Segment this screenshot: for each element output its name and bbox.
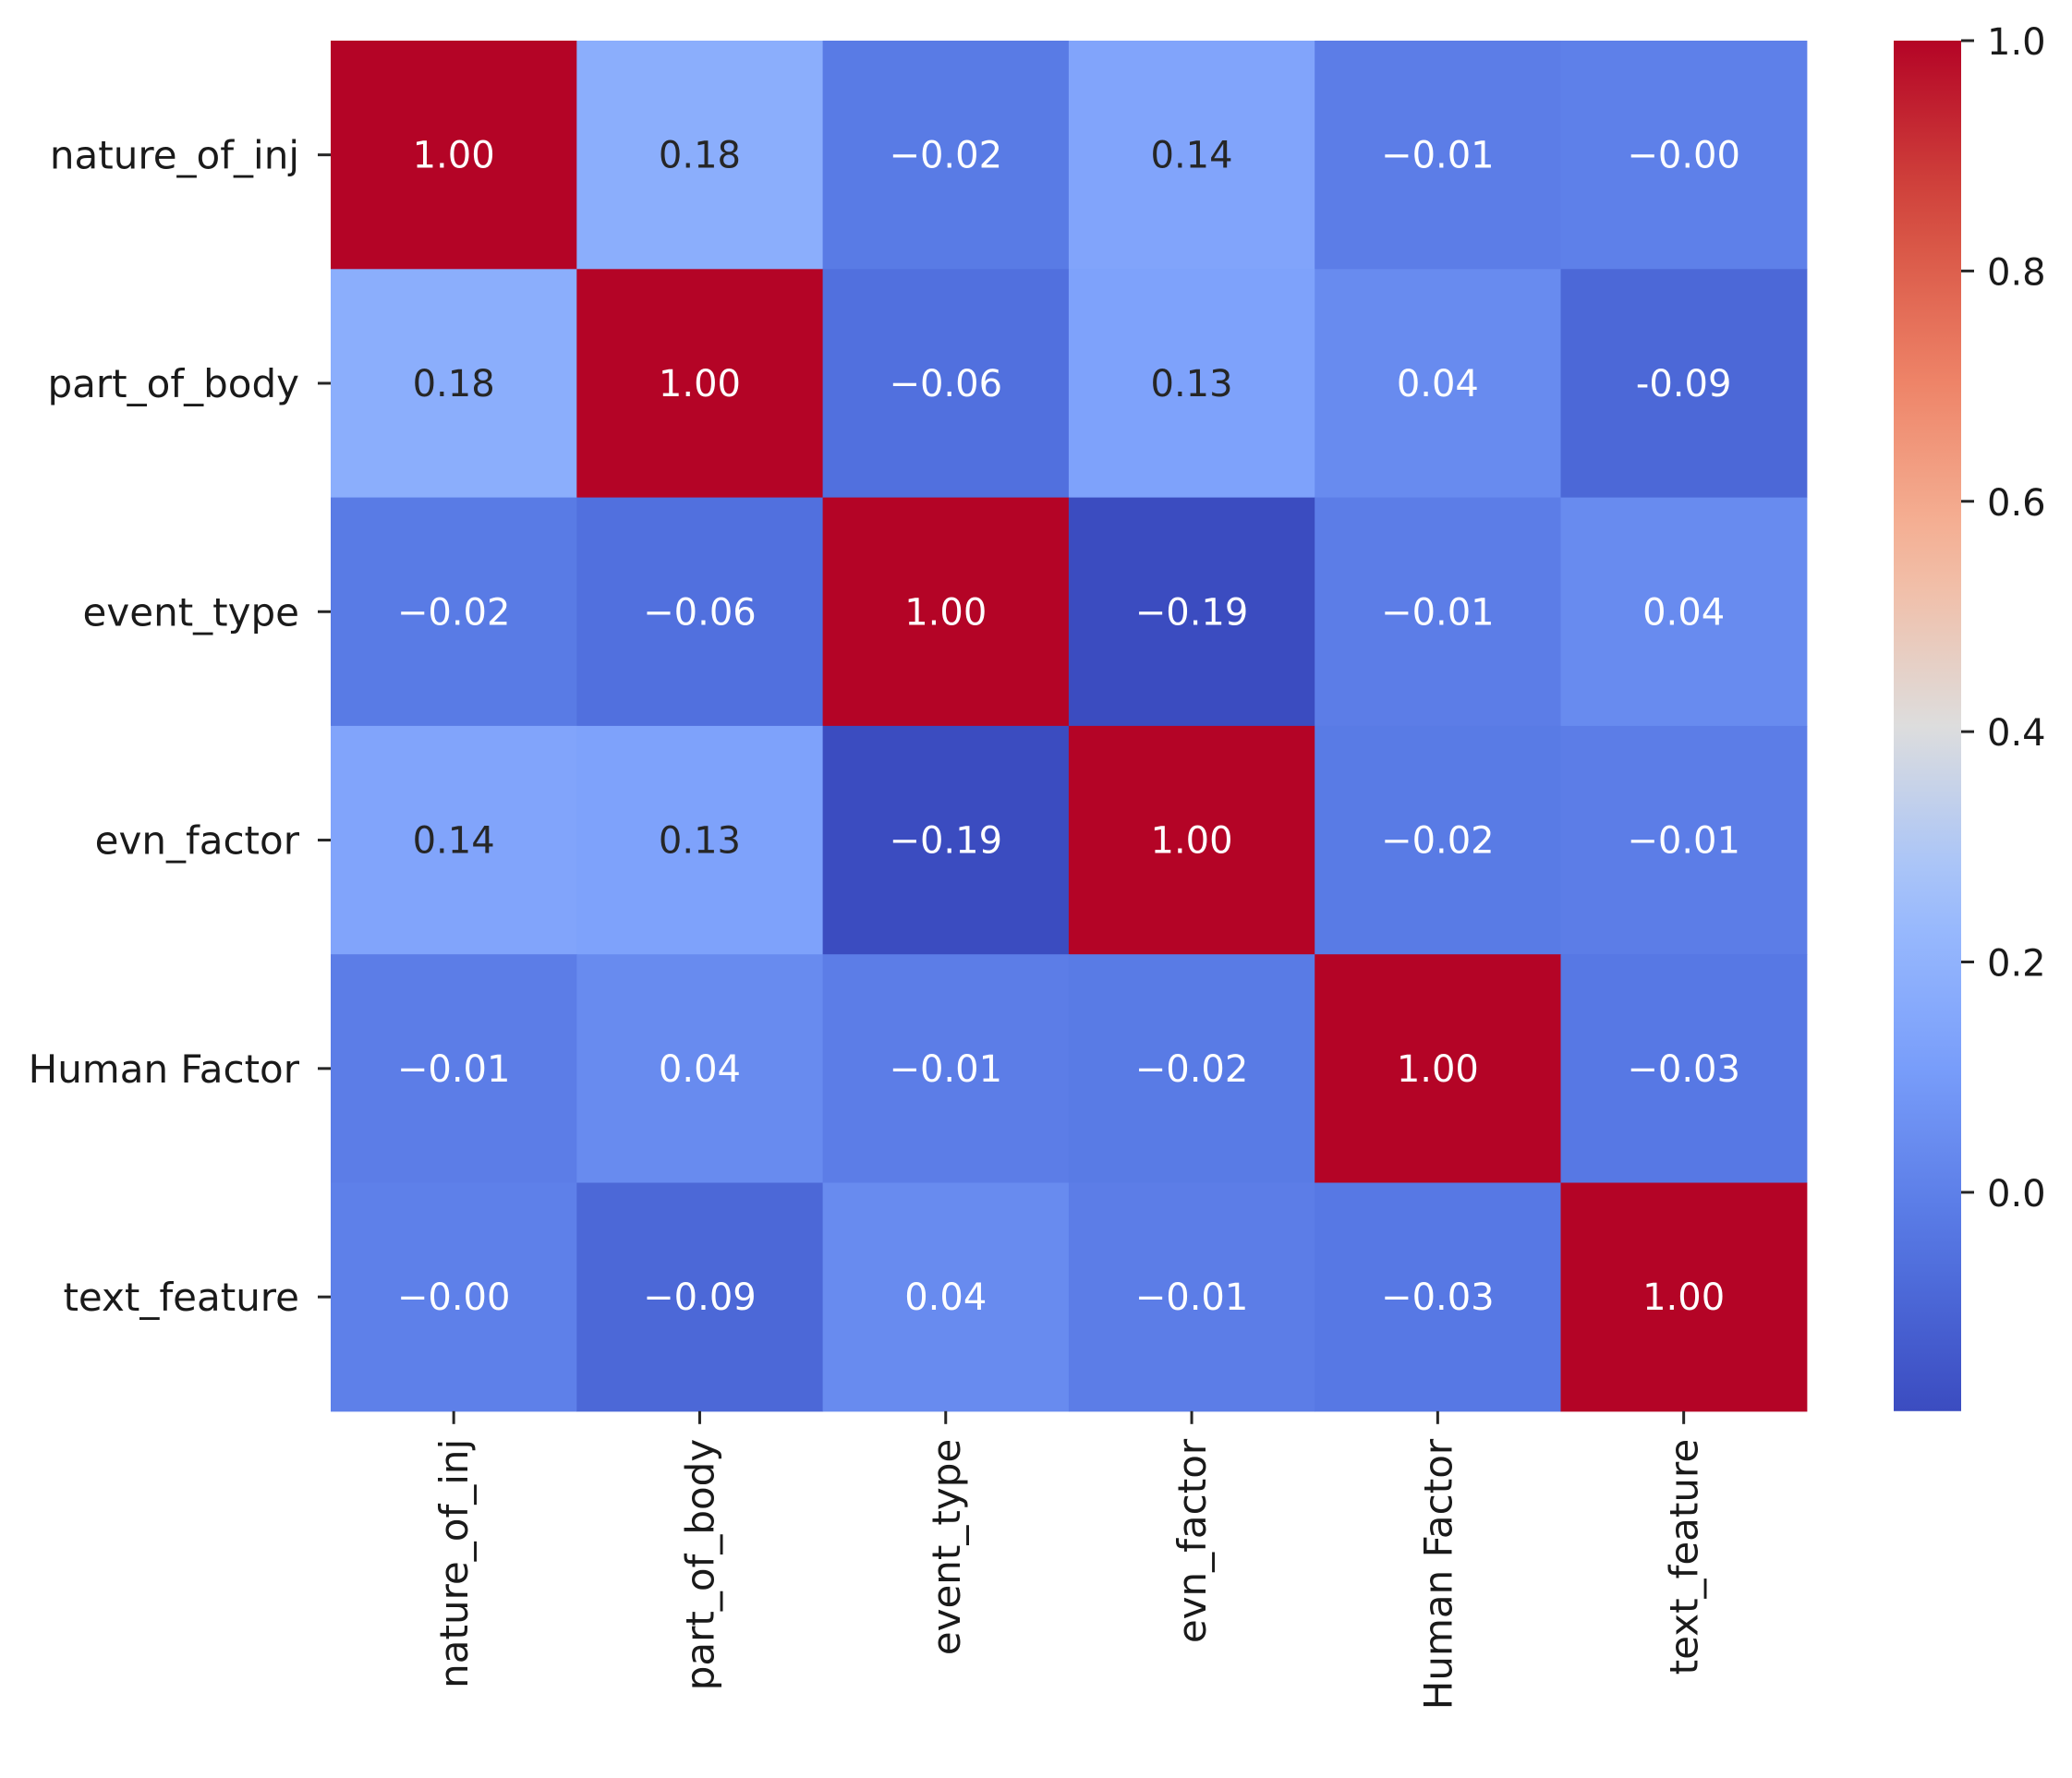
heatmap-cell-4-0 [331, 954, 577, 1184]
cell-value-label: −0.02 [889, 135, 1002, 177]
heatmap-cell-5-0 [331, 1182, 577, 1412]
heatmap-cell-2-1 [576, 497, 824, 727]
heatmap-cell-2-0 [331, 497, 577, 727]
y-tick-label: event_type [83, 589, 299, 635]
cell-value-label: −0.01 [1381, 591, 1495, 634]
heatmap-cell-0-3 [1068, 41, 1315, 270]
cell-value-label: −0.01 [1135, 1276, 1249, 1319]
colorbar-tick-label: 1.0 [1987, 21, 2046, 64]
heatmap-cell-4-5 [1560, 954, 1808, 1184]
cell-value-label: 0.18 [659, 135, 741, 177]
heatmap-cell-1-0 [331, 269, 577, 499]
heatmap-cell-5-5 [1560, 1182, 1808, 1412]
colorbar-tick-label: 0.6 [1987, 482, 2046, 525]
cell-value-label: −0.06 [643, 591, 757, 634]
heatmap-cell-3-1 [576, 725, 824, 955]
x-tick-label: event_type [924, 1439, 969, 1655]
colorbar: 0.0 0.2 0.4 0.6 0.8 1.0 [1894, 21, 2046, 1411]
heatmap-cell-2-5 [1560, 497, 1808, 727]
heatmap-cell-1-1 [576, 269, 824, 499]
cell-value-label: 0.14 [413, 820, 495, 863]
heatmap-cell-3-0 [331, 725, 577, 955]
heatmap-cell-3-5 [1560, 725, 1808, 955]
y-tick-label: evn_factor [95, 818, 300, 864]
x-tick-label: text_feature [1662, 1439, 1707, 1675]
heatmap-cell-0-2 [822, 41, 1070, 270]
cell-value-label: −0.19 [1135, 591, 1249, 634]
cell-value-label: 0.04 [1642, 591, 1725, 634]
cell-value-label: -0.09 [1636, 363, 1732, 405]
cell-value-label: −0.03 [1627, 1048, 1740, 1091]
heatmap-cell-1-2 [822, 269, 1070, 499]
heatmap-cell-1-4 [1315, 269, 1562, 499]
cell-value-label: 1.00 [1397, 1048, 1479, 1091]
cell-value-label: 1.00 [413, 135, 495, 177]
y-tick-label: part_of_body [48, 361, 300, 406]
x-axis: nature_of_inj part_of_body event_type evn_f… [431, 1410, 1707, 1710]
cell-value-label: −0.02 [397, 591, 511, 634]
cell-value-label: −0.00 [1627, 135, 1740, 177]
heatmap-cell-4-4 [1315, 954, 1562, 1184]
heatmap-cell-5-4 [1315, 1182, 1562, 1412]
cell-value-label: 1.00 [659, 363, 741, 405]
x-tick-label: Human Factor [1415, 1438, 1460, 1710]
heatmap-cell-5-1 [576, 1182, 824, 1412]
colorbar-tick-label: 0.2 [1987, 943, 2046, 986]
heatmap-cell-0-4 [1315, 41, 1562, 270]
heatmap-cell-3-3 [1068, 725, 1315, 955]
cell-value-label: 0.13 [659, 820, 741, 863]
cell-value-label: 0.18 [413, 363, 495, 405]
colorbar-gradient [1894, 41, 1961, 1411]
heatmap-cell-labels: 1.00 0.18 −0.02 0.14 −0.01 −0.00 0.18 1.00 −0.06… [397, 135, 1740, 1320]
cell-value-label: −0.01 [1381, 135, 1495, 177]
heatmap-cell-0-0 [331, 41, 577, 270]
cell-value-label: 0.04 [1397, 363, 1479, 405]
heatmap-cell-0-5 [1560, 41, 1808, 270]
heatmap-cell-2-3 [1068, 497, 1315, 727]
colorbar-tick-label: 0.4 [1987, 712, 2046, 755]
x-tick-label: part_of_body [677, 1439, 722, 1691]
cell-value-label: 0.13 [1151, 363, 1233, 405]
x-tick-label: nature_of_inj [431, 1439, 477, 1688]
heatmap-cell-1-3 [1068, 269, 1315, 499]
heatmap-cell-3-4 [1315, 725, 1562, 955]
heatmap-cell-2-2 [822, 497, 1070, 727]
cell-value-label: −0.01 [397, 1048, 511, 1091]
cell-value-label: −0.19 [889, 820, 1002, 863]
heatmap-cell-4-3 [1068, 954, 1315, 1184]
cell-value-label: −0.02 [1135, 1048, 1249, 1091]
cell-value-label: −0.03 [1381, 1276, 1495, 1319]
y-tick-label: Human Factor [29, 1046, 300, 1092]
cell-value-label: 0.04 [659, 1048, 741, 1091]
x-tick-label: evn_factor [1169, 1438, 1215, 1643]
heatmap-cell-4-1 [576, 954, 824, 1184]
heatmap-cell-1-5 [1560, 269, 1808, 499]
y-tick-label: nature_of_inj [50, 133, 299, 178]
heatmap-cell-3-2 [822, 725, 1070, 955]
heatmap-cell-5-2 [822, 1182, 1070, 1412]
y-tick-label: text_feature [63, 1275, 299, 1320]
y-axis: nature_of_inj part_of_body event_type evn_f… [29, 133, 331, 1320]
colorbar-tick-label: 0.8 [1987, 251, 2046, 294]
heatmap-cell-4-2 [822, 954, 1070, 1184]
cell-value-label: −0.00 [397, 1276, 511, 1319]
cell-value-label: 1.00 [1151, 820, 1233, 863]
cell-value-label: 0.14 [1151, 135, 1233, 177]
cell-value-label: −0.02 [1381, 820, 1495, 863]
heatmap-cell-2-4 [1315, 497, 1562, 727]
cell-value-label: 1.00 [904, 591, 987, 634]
cell-value-label: −0.09 [643, 1276, 757, 1319]
cell-value-label: −0.06 [889, 363, 1002, 405]
heatmap-cells [331, 41, 1808, 1412]
cell-value-label: −0.01 [889, 1048, 1002, 1091]
cell-value-label: −0.01 [1627, 820, 1740, 863]
heatmap-cell-5-3 [1068, 1182, 1315, 1412]
cell-value-label: 1.00 [1642, 1276, 1725, 1319]
cell-value-label: 0.04 [904, 1276, 987, 1319]
colorbar-tick-label: 0.0 [1987, 1173, 2046, 1216]
heatmap-cell-0-1 [576, 41, 824, 270]
